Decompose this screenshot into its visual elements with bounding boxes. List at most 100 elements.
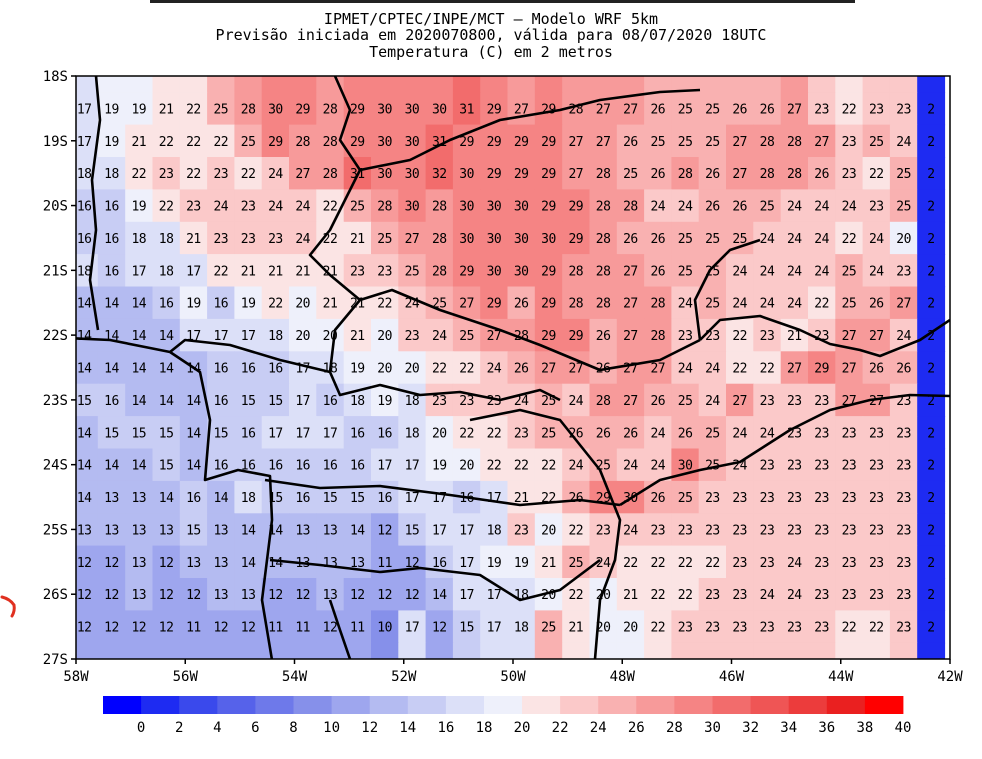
temp-value-label: 13 — [159, 523, 174, 538]
temp-value-label: 21 — [268, 264, 283, 279]
temp-value-label: 13 — [131, 523, 146, 538]
temp-cell — [207, 157, 235, 190]
temp-value-label: 23 — [787, 491, 802, 506]
temp-value-label: 24 — [760, 426, 775, 441]
temp-cell — [780, 480, 809, 514]
axis-ticks: 58W 56W 54W 52W 50W 48W 46W 44W 42W 18S 19S 20S 21S 2… — [43, 69, 964, 685]
temp-cell — [261, 254, 290, 288]
temp-value-label: 16 — [268, 362, 283, 377]
temp-value-label: 16 — [350, 426, 365, 441]
temp-cell — [179, 480, 208, 514]
temp-value-label: 24 — [705, 394, 720, 409]
temp-value-label: 23 — [760, 394, 775, 409]
temp-value-label: 23 — [814, 459, 829, 474]
temp-value-label: 14 — [186, 426, 201, 441]
temp-cell — [835, 480, 864, 514]
temp-cell — [698, 642, 727, 659]
temp-cell — [616, 76, 645, 93]
temp-value-label: 23 — [814, 491, 829, 506]
temp-cell — [808, 254, 836, 288]
temp-value-label: 26 — [650, 491, 665, 506]
temp-cell — [589, 286, 618, 320]
border-line — [88, 76, 102, 331]
temp-cell — [562, 157, 591, 190]
temp-cell — [835, 383, 864, 417]
temp-cell — [808, 189, 836, 223]
temp-value-label: 24 — [814, 264, 829, 279]
temp-cell — [343, 642, 372, 659]
temp-value-label: 30 — [268, 102, 283, 117]
temp-cell — [289, 513, 317, 547]
temp-value-label: 27 — [650, 362, 665, 377]
temp-cell — [97, 189, 126, 223]
temp-value-label: 24 — [487, 362, 502, 377]
temp-cell — [289, 448, 317, 482]
temp-value-label: 12 — [77, 588, 92, 603]
temp-cell — [698, 416, 727, 450]
temp-cell — [917, 124, 946, 158]
temp-cell — [726, 480, 754, 514]
temp-cell — [753, 221, 782, 255]
temp-cell — [862, 124, 891, 158]
temp-value-label: 18 — [405, 426, 420, 441]
temp-value-label: 24 — [760, 264, 775, 279]
temp-cell — [289, 189, 317, 223]
temp-cell — [534, 92, 563, 126]
temp-value-label: 14 — [104, 297, 119, 312]
temp-value-label: 25 — [678, 232, 693, 247]
temp-value-label: 22 — [678, 556, 693, 571]
temp-cell — [917, 642, 946, 659]
temp-value-label: 25 — [650, 135, 665, 150]
temp-cell — [917, 189, 946, 223]
temp-value-label: 25 — [705, 232, 720, 247]
temp-value-label: 23 — [869, 426, 884, 441]
temp-cell — [125, 92, 154, 126]
temp-value-label: 24 — [268, 200, 283, 215]
temp-cell — [726, 578, 754, 611]
temp-cell — [889, 124, 918, 158]
temp-cell — [152, 545, 181, 579]
x-tick-label: 44W — [828, 669, 854, 685]
temp-value-label: 28 — [323, 135, 338, 150]
temp-cell — [452, 157, 481, 190]
temp-cell — [234, 448, 263, 482]
temp-value-label: 22 — [159, 135, 174, 150]
temp-value-label: 16 — [213, 394, 228, 409]
temp-cell — [808, 545, 836, 579]
temp-cell — [289, 416, 317, 450]
temp-cell — [589, 221, 618, 255]
temp-cell — [480, 189, 509, 223]
temp-cell — [398, 221, 427, 255]
temp-value-label: 26 — [650, 264, 665, 279]
temp-value-label: 27 — [814, 135, 829, 150]
temp-cell — [152, 157, 181, 190]
temp-cell — [152, 189, 181, 223]
temp-value-label: 24 — [213, 200, 228, 215]
temp-cell — [534, 513, 563, 547]
temp-cell — [562, 383, 591, 417]
temp-cell — [644, 318, 672, 352]
temp-value-label: 2 — [927, 426, 934, 441]
temp-cell — [644, 545, 672, 579]
colorbar-swatch — [826, 696, 866, 714]
temp-cell — [452, 318, 481, 352]
temp-cell — [97, 513, 126, 547]
temp-value-label: 22 — [459, 362, 474, 377]
temp-cell — [152, 286, 181, 320]
temp-cell — [152, 448, 181, 482]
temp-cell — [589, 610, 618, 644]
temp-value-label: 17 — [459, 556, 474, 571]
colorbar-swatch — [369, 696, 409, 714]
temp-value-label: 24 — [268, 167, 283, 182]
temp-cell — [644, 92, 672, 126]
temp-cell — [343, 448, 372, 482]
temp-value-label: 30 — [377, 102, 392, 117]
temp-value-label: 17 — [295, 362, 310, 377]
temp-value-label: 2 — [927, 102, 934, 117]
temp-cell — [97, 351, 126, 385]
temp-value-label: 17 — [131, 264, 146, 279]
colorbar-swatch — [445, 696, 485, 714]
temp-cell — [261, 578, 290, 611]
temp-value-label: 29 — [541, 329, 556, 344]
x-tick-label: 52W — [391, 669, 417, 685]
